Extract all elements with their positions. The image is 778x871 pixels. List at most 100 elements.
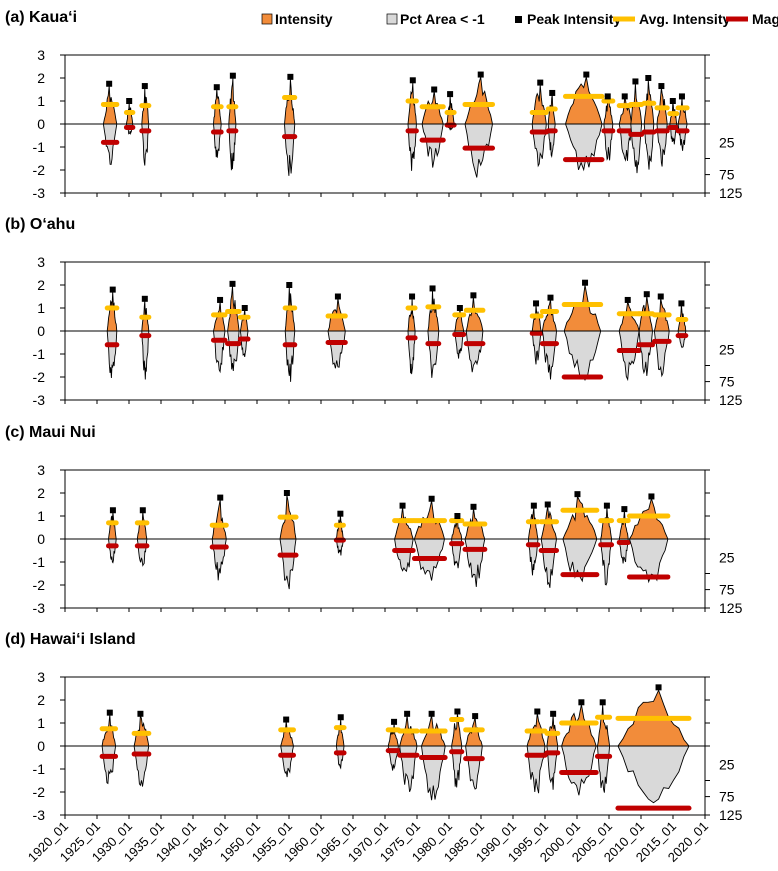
pct-area-fill	[421, 123, 444, 168]
event-1	[123, 98, 136, 136]
peak-marker	[391, 718, 398, 725]
pct-area-fill	[407, 330, 416, 375]
event-0	[100, 80, 120, 166]
pct-area-fill	[564, 123, 603, 172]
event-14	[626, 493, 671, 584]
intensity-fill	[228, 78, 237, 125]
pct-area-fill	[540, 538, 558, 588]
pct-area-fill	[284, 330, 296, 382]
event-3	[333, 714, 347, 770]
panel-title: (a) Kaua‘i	[5, 9, 77, 26]
peak-marker	[621, 506, 628, 513]
y-tick-label: 1	[37, 715, 45, 731]
event-10	[463, 292, 486, 373]
event-9	[452, 305, 467, 359]
pct-area-fill	[101, 745, 117, 785]
event-3	[225, 280, 242, 372]
intensity-fill	[454, 309, 465, 332]
y-tick-label: -1	[33, 761, 46, 777]
y-tick-label: 0	[37, 738, 45, 754]
peak-marker	[217, 296, 224, 303]
intensity-fill	[394, 507, 414, 540]
event-0	[106, 507, 119, 564]
intensity-fill	[387, 723, 399, 747]
legend-label: Magnitude	[752, 11, 778, 27]
peak-marker	[549, 89, 556, 96]
event-6	[325, 293, 348, 369]
event-13	[615, 684, 692, 811]
legend-label: Intensity	[275, 11, 333, 27]
peak-marker	[229, 280, 236, 287]
y2-tick-label: 125	[719, 185, 743, 201]
peak-marker	[428, 710, 435, 717]
y2-tick-label: 125	[719, 392, 743, 408]
pct-area-fill	[427, 330, 440, 378]
peak-marker	[678, 300, 685, 307]
peak-marker	[109, 507, 116, 514]
y-tick-label: 0	[37, 116, 45, 132]
pct-area-fill	[656, 123, 668, 167]
event-1	[131, 710, 152, 787]
y-tick-label: -3	[33, 807, 46, 823]
event-10	[544, 710, 561, 790]
y-tick-label: 1	[37, 93, 45, 109]
intensity-fill	[284, 79, 296, 125]
pct-area-fill	[284, 123, 296, 176]
pct-area-fill	[420, 745, 446, 801]
peak-marker	[658, 83, 665, 90]
intensity-fill	[618, 510, 629, 540]
y-tick-label: -2	[33, 577, 46, 593]
y2-tick-label: 125	[719, 807, 743, 823]
event-2	[278, 716, 296, 778]
event-4	[226, 72, 239, 171]
intensity-fill	[464, 76, 494, 125]
event-4	[333, 510, 346, 556]
event-6	[405, 77, 419, 171]
event-8	[444, 91, 457, 131]
peak-marker	[603, 502, 610, 509]
panel-0: (a) Kaua‘i 3 2 1 0 -1 -2 -3 25 75 125	[5, 9, 743, 201]
event-5	[392, 502, 416, 573]
peak-marker	[645, 75, 652, 81]
event-9	[462, 71, 496, 178]
event-13	[561, 279, 604, 381]
event-3	[210, 84, 224, 158]
pct-area-fill	[141, 330, 150, 380]
event-12	[539, 294, 560, 380]
pct-area-fill	[107, 538, 117, 564]
y-tick-label: 2	[37, 70, 45, 86]
legend-item-2: Peak Intensity	[515, 11, 621, 27]
event-7	[449, 708, 465, 788]
peak-marker	[470, 503, 477, 510]
pct-area-fill	[327, 330, 346, 369]
peak-marker	[655, 684, 662, 691]
legend-item-3: Avg. Intensity	[613, 11, 730, 27]
peak-marker	[213, 84, 220, 91]
peak-marker	[454, 513, 461, 519]
peak-marker	[139, 507, 146, 514]
peak-marker	[599, 699, 606, 706]
peak-marker	[550, 710, 557, 717]
pct-area-fill	[600, 538, 613, 586]
event-13	[616, 506, 631, 564]
legend-label: Avg. Intensity	[639, 11, 730, 27]
intensity-fill	[531, 84, 547, 125]
event-5	[397, 710, 420, 792]
event-10	[538, 501, 560, 588]
peak-marker	[287, 73, 294, 80]
peak-marker	[241, 305, 248, 311]
event-7	[449, 513, 465, 569]
x-axis: 1920_011925_011930_011935_011940_011945_…	[25, 819, 711, 865]
y-tick-label: 1	[37, 508, 45, 524]
intensity-fill	[133, 715, 150, 747]
legend-item-1: Pct Area < -1	[386, 11, 485, 27]
y-tick-label: 2	[37, 277, 45, 293]
peak-marker	[126, 98, 133, 104]
peak-marker	[429, 285, 436, 292]
pct-area-fill	[464, 538, 486, 587]
pct-area-fill	[618, 538, 629, 564]
peak-marker	[337, 510, 344, 517]
intensity-fill	[106, 291, 118, 332]
y-tick-label: -1	[33, 346, 46, 362]
intensity-fill	[227, 286, 240, 332]
